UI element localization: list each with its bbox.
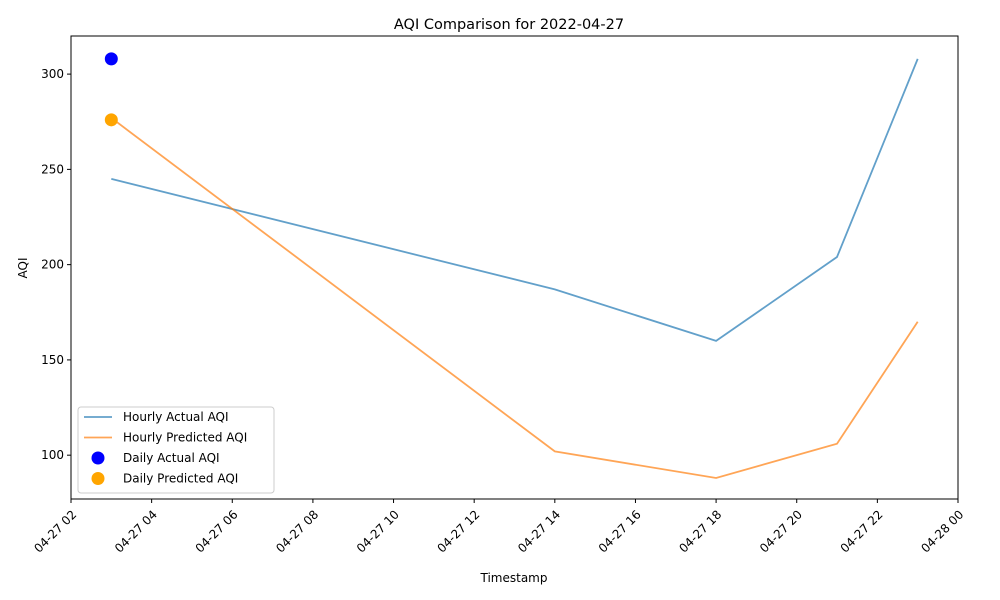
x-tick-label-6: 04-27 14: [515, 507, 563, 555]
legend-swatch-3: [91, 472, 105, 485]
series-3-point-0: [104, 113, 118, 127]
y-axis: 100 150 200 250 300: [41, 67, 71, 462]
series-line-0: [111, 58, 919, 342]
x-tick-label-10: 04-27 22: [838, 507, 886, 555]
chart-title: AQI Comparison for 2022-04-27: [394, 17, 624, 33]
y-tick-label-0: 100: [41, 448, 64, 462]
x-tick-label-1: 04-27 04: [112, 507, 160, 555]
x-tick-label-5: 04-27 12: [434, 507, 482, 555]
y-tick-label-2: 200: [41, 258, 64, 272]
x-tick-label-11: 04-28 00: [918, 507, 966, 555]
legend-label-2: Daily Actual AQI: [123, 451, 220, 465]
legend-label-1: Hourly Predicted AQI: [123, 431, 247, 445]
series-2-point-0: [104, 52, 118, 66]
y-tick-label-1: 150: [41, 353, 64, 367]
x-tick-label-0: 04-27 02: [31, 507, 79, 555]
x-tick-label-3: 04-27 08: [273, 507, 321, 555]
y-tick-label-3: 250: [41, 162, 64, 176]
legend-label-3: Daily Predicted AQI: [123, 472, 238, 486]
plot-area: [70, 35, 959, 500]
plot-frame: [70, 35, 959, 500]
x-tick-label-9: 04-27 20: [757, 507, 805, 555]
y-axis-label: AQI: [16, 258, 30, 279]
legend-swatch-2: [91, 451, 105, 465]
legend: Hourly Actual AQI Hourly Predicted AQI Dai…: [77, 406, 275, 494]
x-tick-label-2: 04-27 06: [193, 507, 241, 555]
legend-box: [77, 406, 275, 494]
legend-label-0: Hourly Actual AQI: [123, 410, 229, 424]
x-tick-label-7: 04-27 16: [596, 507, 644, 555]
x-tick-label-8: 04-27 18: [676, 507, 724, 555]
series-line-1: [110, 117, 919, 479]
y-tick-label-4: 300: [41, 67, 64, 81]
x-axis: 04-27 02 04-27 04 04-27 06 04-27 08 04-27 10…: [31, 499, 966, 555]
x-tick-label-4: 04-27 10: [354, 507, 402, 555]
x-axis-label: Timestamp: [480, 571, 548, 585]
